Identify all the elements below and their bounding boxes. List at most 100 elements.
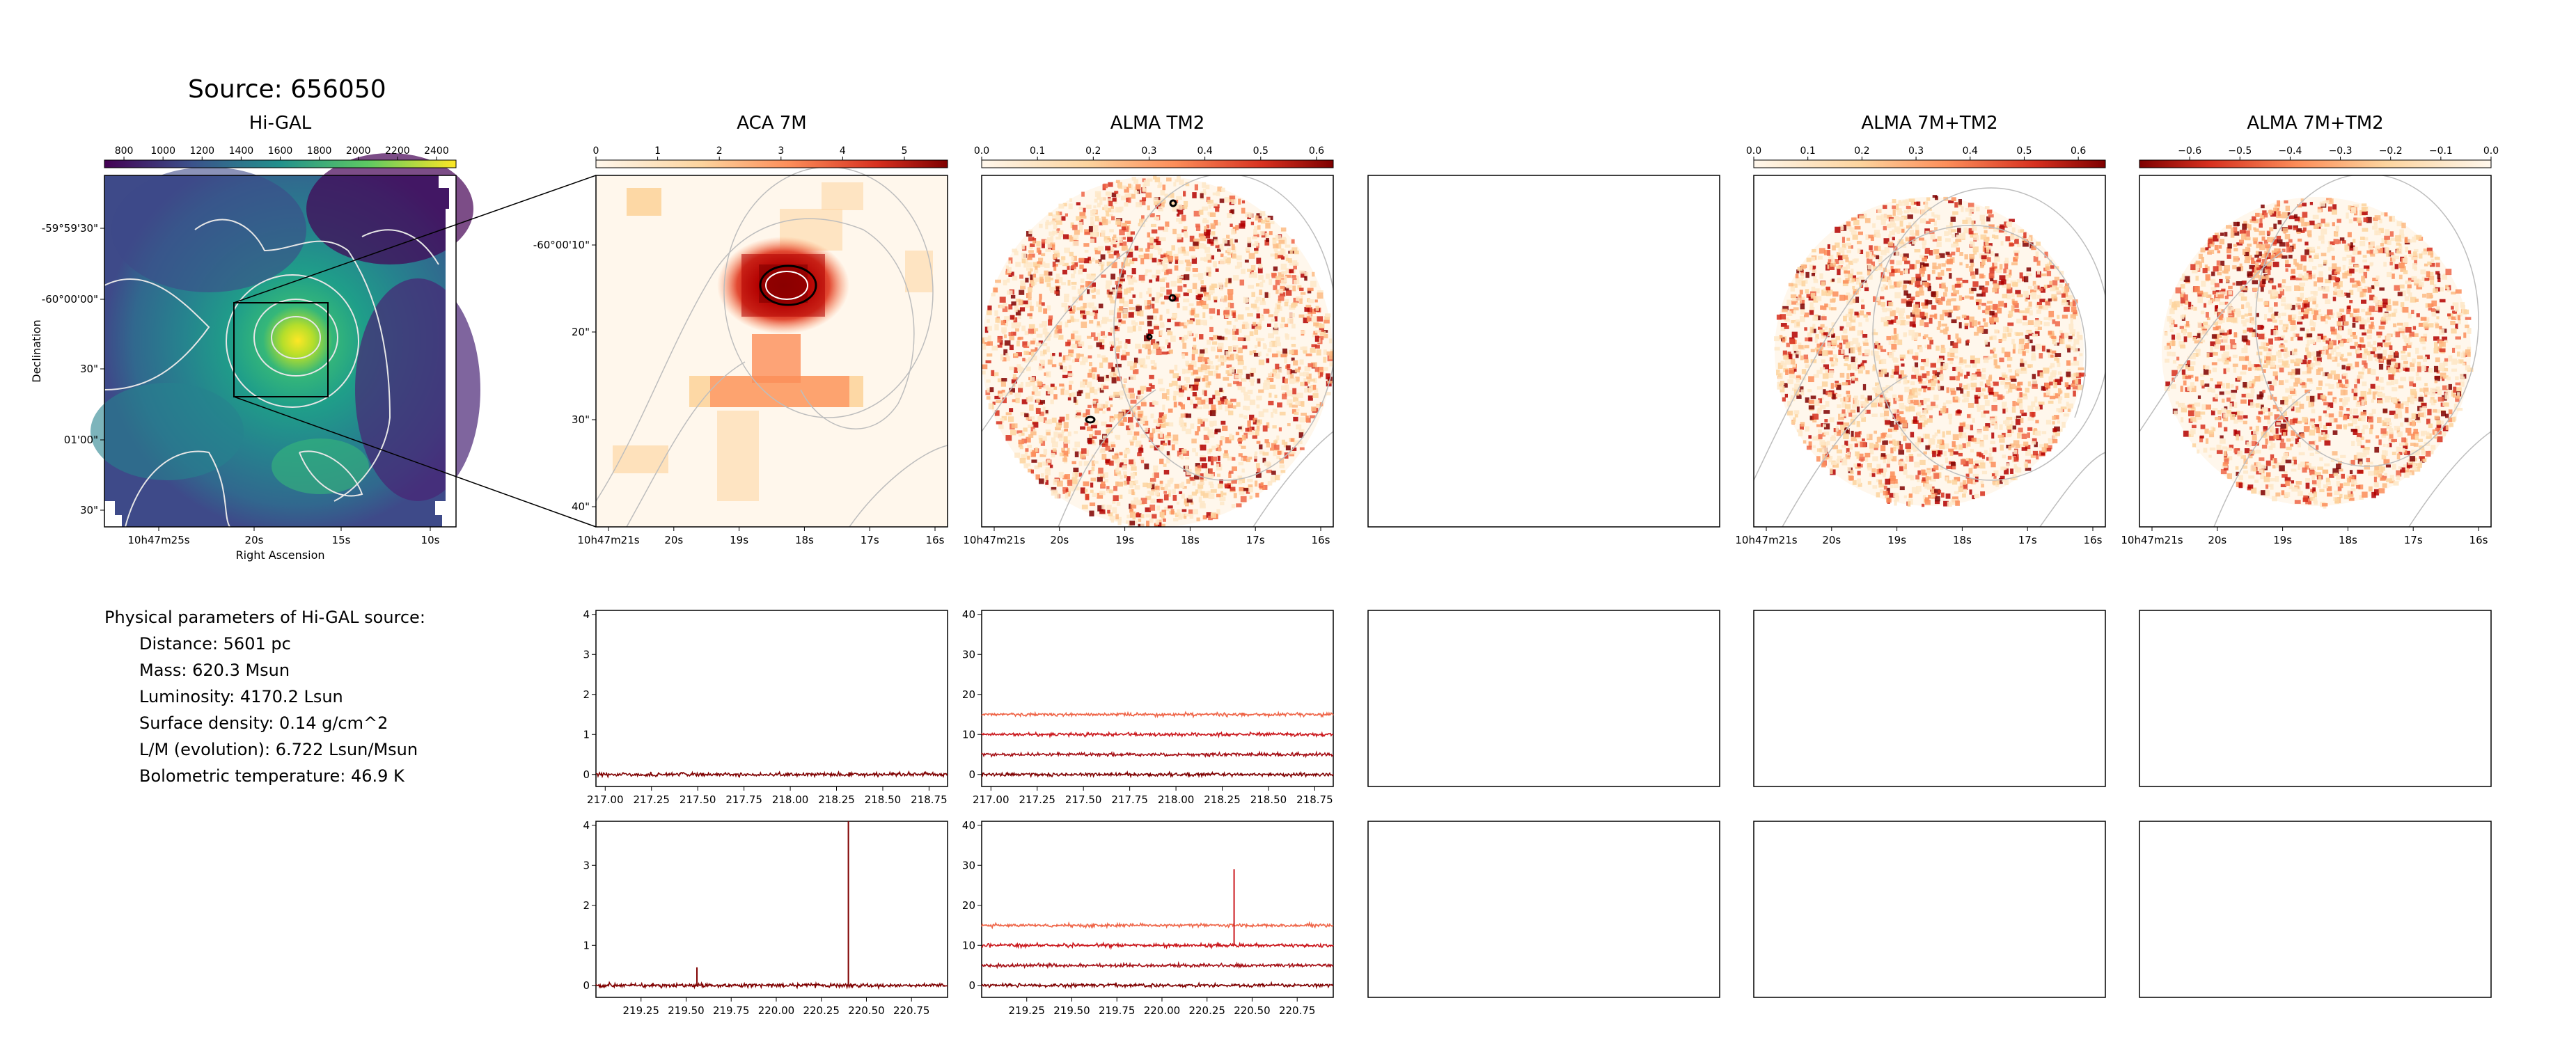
map-pixel [1832,363,1838,366]
map-pixel [1319,327,1324,332]
map-pixel [1821,316,1827,321]
map-pixel [1924,248,1930,254]
map-pixel [1090,482,1094,488]
map-pixel [1915,276,1922,281]
map-pixel [2017,381,2023,386]
map-pixel [1136,306,1142,312]
map-pixel [1154,472,1160,478]
map-pixel [1961,399,1966,403]
map-pixel [1872,456,1878,461]
map-pixel [2023,232,2027,239]
map-pixel [1993,397,1997,402]
map-pixel [1907,209,1912,212]
map-pixel [1136,310,1142,316]
map-pixel [2035,302,2039,308]
map-pixel [2066,360,2071,366]
map-pixel [1236,402,1241,407]
map-pixel [997,378,1003,383]
map-pixel [1932,450,1936,457]
map-pixel [1187,331,1193,336]
map-pixel [1029,416,1035,420]
map-pixel [1966,390,1970,397]
map-pixel [1203,404,1209,409]
map-pixel [1962,443,1966,449]
map-pixel [2079,353,2083,356]
map-pixel [1876,492,1880,498]
map-pixel [1255,215,1259,221]
map-pixel [1821,281,1825,287]
map-pixel [1304,306,1310,312]
map-pixel [1151,365,1157,370]
map-pixel [1851,376,1855,381]
map-pixel [1274,251,1281,255]
map-pixel [2016,279,2021,283]
map-pixel [1846,322,1852,328]
map-pixel [1888,477,1895,484]
map-pixel [2012,349,2016,354]
map-pixel [1846,379,1851,386]
map-pixel [1831,278,1835,282]
map-pixel [2231,390,2238,393]
map-pixel [2247,243,2252,247]
map-pixel [1166,269,1172,274]
map-pixel [2013,464,2017,470]
map-pixel [2011,305,2015,312]
map-pixel [1270,448,1274,451]
map-pixel [1805,289,1809,294]
map-pixel [986,379,991,383]
map-pixel [1314,330,1321,333]
map-pixel [1215,355,1219,359]
map-pixel [1987,383,1994,386]
map-pixel [1173,182,1177,187]
map-pixel [1784,325,1789,329]
map-pixel [2026,340,2030,343]
map-pixel [1950,216,1956,222]
map-pixel [1256,441,1261,444]
map-pixel [1832,445,1839,450]
map-pixel [1069,309,1075,314]
map-pixel [1795,354,1799,358]
map-pixel [1106,486,1110,491]
map-pixel [2060,333,2064,339]
map-pixel [1803,354,1809,360]
map-pixel [1138,413,1142,418]
map-pixel [1857,342,1860,348]
map-pixel [1894,499,1897,506]
map-pixel [1260,482,1264,487]
map-pixel [1988,305,1994,310]
map-pixel [1116,290,1122,294]
map-pixel [1259,444,1263,450]
map-pixel [1239,329,1242,333]
map-pixel [1241,324,1248,329]
map-pixel [1180,249,1186,254]
map-pixel [1793,368,1797,372]
map-pixel [1122,222,1127,229]
map-pixel [1780,381,1784,386]
map-pixel [1133,179,1139,184]
map-pixel [1241,200,1246,204]
map-pixel [1310,379,1316,382]
map-pixel [1201,463,1208,468]
map-pixel [1012,248,1018,253]
map-pixel [1001,416,1007,421]
map-pixel [1099,262,1105,267]
map-pixel [1200,236,1206,242]
map-pixel [2006,463,2009,468]
map-pixel [1149,402,1155,407]
map-pixel [1314,299,1318,303]
map-pixel [1227,480,1233,487]
map-pixel [1304,271,1309,276]
map-pixel [1063,422,1069,428]
map-pixel [1826,441,1830,445]
map-pixel [1782,397,1786,402]
map-pixel [1248,487,1253,493]
map-pixel [1164,507,1170,511]
map-pixel [1217,483,1223,489]
map-pixel [1200,301,1207,306]
map-pixel [1979,285,1985,290]
map-pixel [1905,443,1912,449]
map-pixel [1185,513,1191,517]
map-pixel [1078,461,1083,466]
map-pixel [1161,301,1165,305]
map-pixel [1071,264,1076,269]
